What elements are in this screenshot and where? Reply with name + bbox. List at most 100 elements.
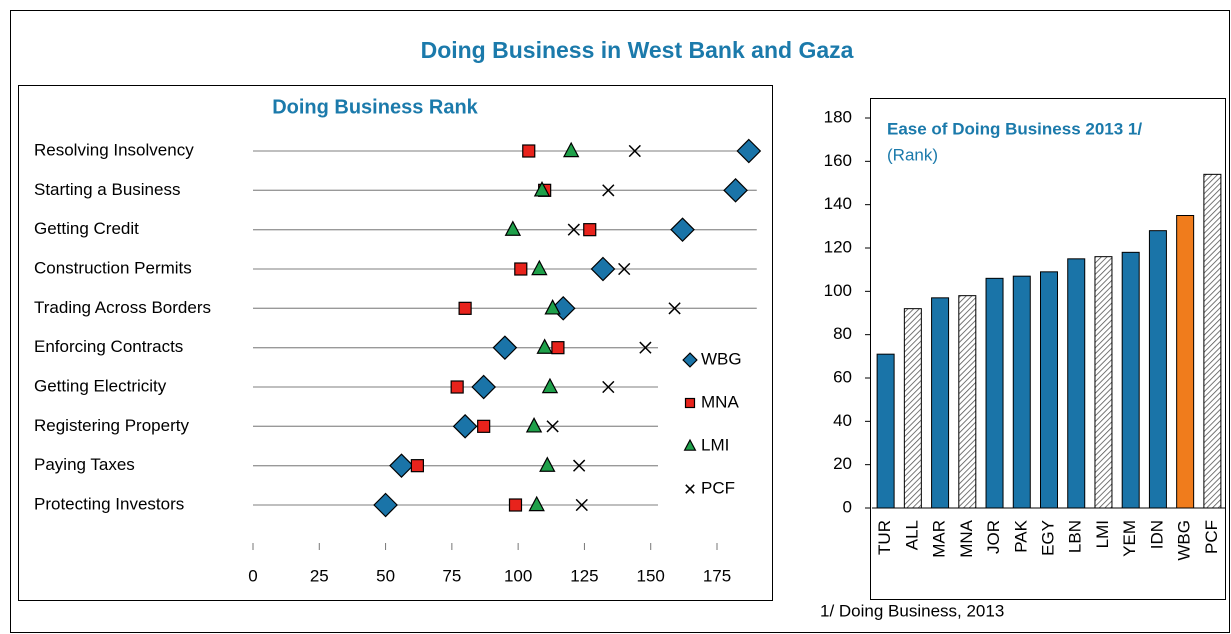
- legend-marker: [684, 397, 696, 409]
- marker: [583, 223, 597, 237]
- y-tick-label: 140: [824, 194, 852, 213]
- x-tick-label: 25: [310, 566, 329, 585]
- bar: [1012, 275, 1031, 509]
- x-tick-label: 75: [442, 566, 461, 585]
- x-tick-label: 175: [703, 566, 731, 585]
- marker: [477, 419, 491, 433]
- marker: [508, 498, 523, 512]
- marker: [544, 299, 561, 315]
- marker: [539, 456, 556, 472]
- chart-title: Ease of Doing Business 2013 1/: [887, 119, 1142, 138]
- category-label: Getting Electricity: [34, 376, 167, 395]
- category-label: Registering Property: [34, 416, 189, 435]
- bar: [1148, 230, 1167, 509]
- marker: [458, 301, 472, 315]
- category-label: Getting Credit: [34, 219, 139, 238]
- x-tick-label: 150: [637, 566, 665, 585]
- bar: [903, 308, 922, 509]
- marker: [551, 341, 565, 355]
- x-tick-label: LBN: [1066, 520, 1085, 553]
- marker: [531, 259, 548, 276]
- bar: [1176, 215, 1195, 509]
- y-tick-label: 60: [833, 367, 852, 386]
- x-tick-label: YEM: [1120, 520, 1139, 557]
- x-tick-label: 0: [248, 566, 257, 585]
- category-label: Protecting Investors: [34, 494, 184, 513]
- legend-marker: [685, 484, 695, 494]
- x-tick-label: EGY: [1038, 520, 1057, 556]
- y-tick-label: 20: [833, 454, 852, 473]
- marker: [522, 144, 536, 158]
- marker: [504, 220, 522, 236]
- marker: [602, 380, 615, 394]
- marker: [602, 184, 615, 197]
- bar: [958, 295, 977, 509]
- bar: [931, 297, 950, 509]
- category-label: Enforcing Contracts: [34, 337, 183, 356]
- y-tick-label: 100: [824, 281, 852, 300]
- x-tick-label: 125: [570, 566, 598, 585]
- figure-title: Doing Business in West Bank and Gaza: [421, 37, 854, 63]
- marker: [533, 181, 551, 197]
- x-tick-label: WBG: [1175, 520, 1194, 561]
- marker: [670, 217, 695, 243]
- x-tick-label: IDN: [1147, 520, 1166, 549]
- bar: [876, 353, 895, 509]
- marker: [572, 459, 586, 472]
- bar: [985, 277, 1004, 509]
- x-tick-label: ALL: [902, 520, 921, 550]
- legend-label: MNA: [701, 392, 739, 411]
- x-tick-label: LMI: [1093, 520, 1112, 548]
- marker: [528, 495, 545, 512]
- marker: [639, 341, 652, 354]
- x-tick-label: JOR: [984, 520, 1003, 554]
- marker: [575, 498, 588, 512]
- category-label: Construction Permits: [34, 258, 192, 277]
- marker: [389, 453, 414, 479]
- y-tick-label: 160: [824, 151, 852, 170]
- category-label: Resolving Insolvency: [34, 140, 194, 159]
- frame: [10, 10, 1230, 633]
- marker: [590, 256, 616, 282]
- marker: [450, 380, 464, 394]
- bar: [1121, 251, 1140, 509]
- marker: [567, 223, 580, 236]
- y-tick-label: 120: [824, 237, 852, 256]
- category-label: Starting a Business: [34, 180, 180, 199]
- bar: [1094, 256, 1113, 509]
- category-label: Trading Across Borders: [34, 298, 211, 317]
- marker: [562, 141, 580, 158]
- marker: [618, 262, 631, 276]
- category-label: Paying Taxes: [34, 455, 135, 474]
- x-tick-label: PAK: [1011, 519, 1030, 552]
- marker: [471, 374, 497, 400]
- right-panel: [870, 98, 1226, 600]
- y-tick-label: 0: [843, 497, 852, 516]
- marker: [536, 338, 553, 354]
- y-tick-label: 180: [824, 107, 852, 126]
- legend-label: LMI: [701, 435, 729, 454]
- marker: [525, 417, 543, 433]
- marker: [410, 459, 424, 473]
- x-tick-label: 100: [504, 566, 532, 585]
- bar: [1040, 271, 1058, 509]
- x-tick-label: PCF: [1202, 520, 1221, 554]
- y-tick-label: 80: [833, 324, 852, 343]
- legend-marker: [683, 438, 697, 451]
- marker: [452, 413, 478, 439]
- marker: [492, 335, 518, 361]
- y-tick-label: 40: [833, 411, 852, 430]
- chart-title: Doing Business Rank: [272, 96, 478, 118]
- marker: [628, 144, 641, 158]
- legend-marker: [682, 352, 698, 368]
- chart-subtitle: (Rank): [887, 145, 938, 164]
- x-tick-label: MNA: [957, 519, 976, 557]
- marker: [736, 138, 762, 164]
- marker: [668, 302, 681, 315]
- marker: [541, 377, 559, 394]
- x-tick-label: TUR: [875, 520, 894, 555]
- marker: [514, 262, 528, 276]
- marker: [723, 177, 748, 203]
- legend-box: [658, 335, 768, 525]
